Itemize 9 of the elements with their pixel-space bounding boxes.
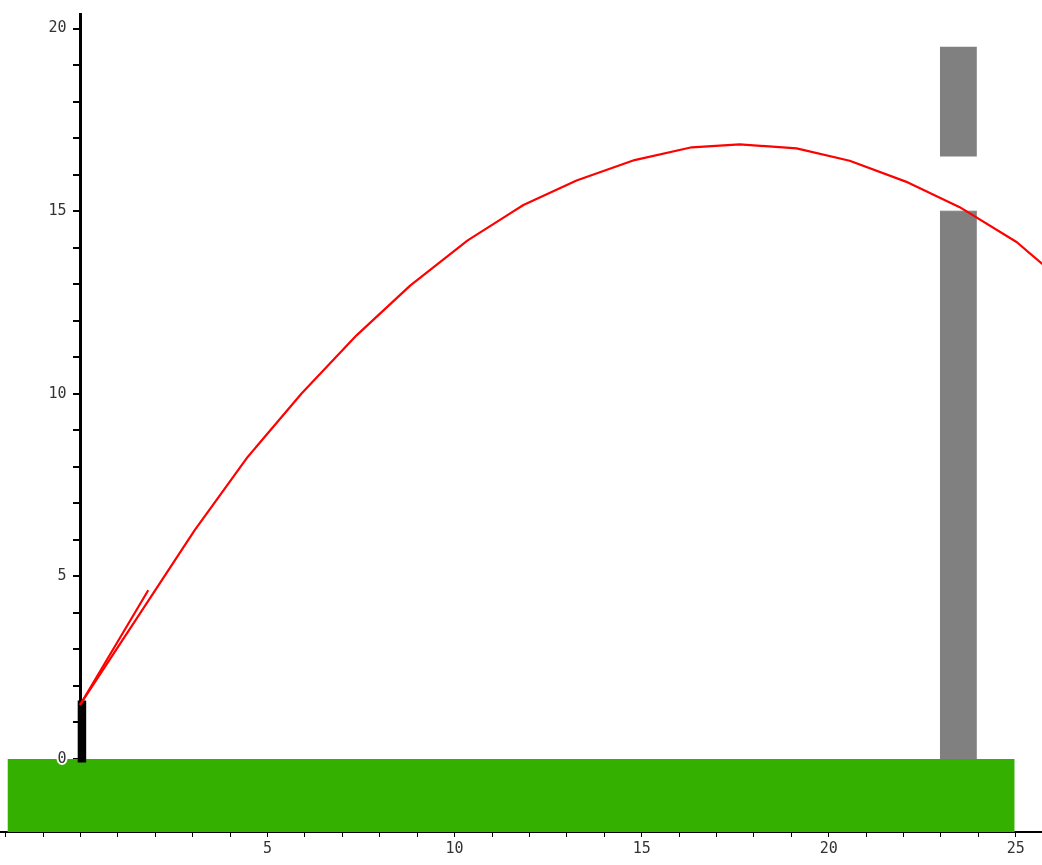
y-tick-label: 15 (48, 201, 67, 220)
x-tick-label: 5 (263, 838, 273, 857)
y-tick-label: 10 (48, 383, 67, 402)
y-tick-label: 20 (48, 18, 67, 37)
x-tick-label: 15 (632, 838, 651, 857)
x-tick-label: 20 (819, 838, 838, 857)
x-tick-label: 10 (445, 838, 464, 857)
y-tick-label: 5 (57, 566, 67, 585)
x-tick-label: 25 (1006, 838, 1025, 857)
